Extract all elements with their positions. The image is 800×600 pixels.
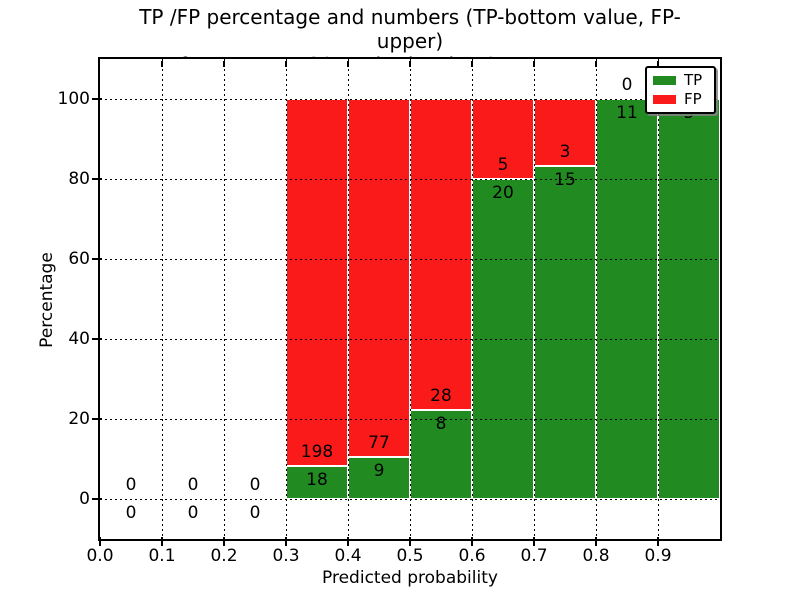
bar-tp-segment (534, 165, 596, 499)
v-gridline (348, 59, 349, 539)
y-tick-mark (92, 418, 102, 420)
y-tick-label: 40 (68, 329, 90, 349)
x-tick-label: 0.8 (582, 546, 610, 566)
y-tick-label: 20 (68, 409, 90, 429)
annotation-tp-count: 9 (373, 461, 385, 482)
v-gridline (286, 59, 287, 539)
v-gridline (658, 59, 659, 539)
annotation-tp-count: 20 (492, 183, 514, 203)
annotation-tp-count: 15 (554, 169, 576, 190)
x-tick-label: 0.3 (272, 546, 300, 566)
v-gridline (472, 59, 473, 539)
y-tick-label: 100 (57, 89, 90, 109)
x-tick-mark (223, 537, 225, 546)
x-tick-mark (471, 537, 473, 546)
annotation-fp-count: 0 (621, 75, 633, 95)
annotation-tp-count: 0 (249, 503, 261, 523)
x-tick-mark (99, 537, 101, 546)
plot-area: 000000198187792885203150115 (98, 57, 722, 541)
annotation-fp-count: 28 (430, 386, 452, 407)
x-tick-label: 0.5 (396, 546, 424, 566)
fp-color-swatch (653, 95, 676, 104)
bar-tp-segment (286, 465, 348, 499)
bar-fp-segment (286, 99, 348, 466)
x-tick-label: 0.9 (644, 546, 672, 566)
x-tick-label: 0.7 (520, 546, 548, 566)
annotation-fp-count: 5 (497, 155, 509, 175)
y-tick-label: 0 (79, 489, 90, 509)
x-tick-mark (657, 537, 659, 546)
x-tick-mark (347, 537, 349, 546)
legend-entry-tp: TP (653, 73, 708, 88)
v-gridline (162, 59, 163, 539)
annotation-fp-count: 0 (187, 475, 199, 495)
annotation-fp-count: 0 (249, 475, 261, 495)
y-tick-mark (92, 258, 102, 260)
annotation-tp-count: 0 (187, 503, 199, 523)
y-tick-mark (92, 98, 102, 100)
tp-color-swatch (653, 76, 676, 85)
x-tick-label: 0.1 (148, 546, 176, 566)
y-tick-mark (92, 178, 102, 180)
annotation-tp-count: 0 (125, 503, 137, 523)
bar-tp-segment (658, 99, 720, 499)
x-tick-label: 0.0 (86, 546, 114, 566)
annotation-fp-count: 0 (125, 475, 137, 495)
y-tick-label: 80 (68, 169, 90, 189)
v-gridline (410, 59, 411, 539)
x-axis-label: Predicted probability (322, 568, 498, 588)
annotation-tp-count: 11 (616, 103, 638, 123)
x-tick-mark (409, 537, 411, 546)
y-tick-label: 60 (68, 249, 90, 269)
annotation-tp-count: 8 (435, 414, 447, 435)
bar-fp-segment (410, 99, 472, 411)
y-tick-mark (92, 498, 102, 500)
x-tick-label: 0.2 (210, 546, 238, 566)
v-gridline (596, 59, 597, 539)
y-axis-label: Percentage (37, 252, 57, 348)
y-tick-mark (92, 338, 102, 340)
legend-entry-fp: FP (653, 92, 708, 107)
x-tick-mark (285, 537, 287, 546)
legend: TP FP (645, 66, 716, 114)
bar-fp-segment (348, 99, 410, 458)
chart-title-line1: TP /FP percentage and numbers (TP-bottom… (139, 5, 681, 53)
annotation-fp-count: 3 (559, 141, 571, 162)
v-gridline (224, 59, 225, 539)
annotation-fp-count: 198 (300, 441, 334, 462)
v-gridline (534, 59, 535, 539)
x-tick-label: 0.6 (458, 546, 486, 566)
bar-tp-segment (596, 99, 658, 499)
legend-label-fp: FP (684, 90, 702, 108)
x-tick-label: 0.4 (334, 546, 362, 566)
annotation-fp-count: 77 (368, 433, 390, 454)
legend-label-tp: TP (684, 71, 703, 89)
x-tick-mark (161, 537, 163, 546)
annotation-tp-count: 18 (306, 469, 328, 490)
x-tick-mark (533, 537, 535, 546)
x-tick-mark (595, 537, 597, 546)
